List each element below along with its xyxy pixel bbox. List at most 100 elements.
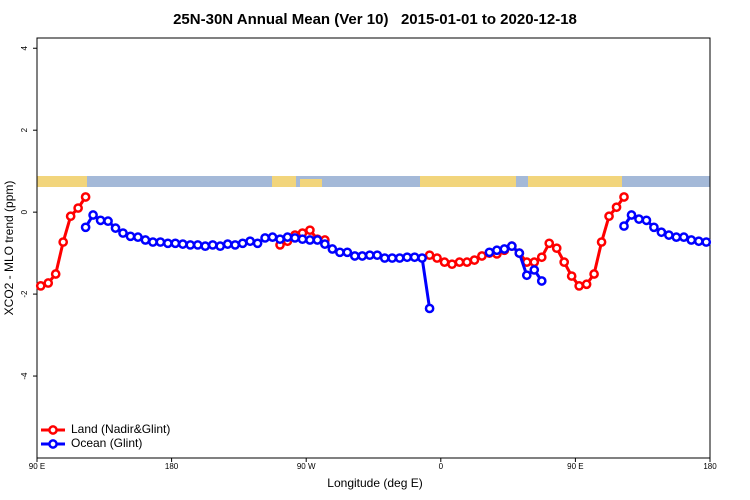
plot-frame xyxy=(36,37,711,459)
point xyxy=(110,223,121,233)
point xyxy=(35,281,46,291)
point xyxy=(260,233,270,243)
y-tick-label: -4 xyxy=(20,372,29,380)
point xyxy=(252,238,263,249)
chart-title: 25N-30N Annual Mean (Ver 10) 2015-01-01 … xyxy=(173,11,577,28)
point xyxy=(342,247,353,258)
point xyxy=(177,239,188,249)
point xyxy=(536,276,547,286)
point xyxy=(566,271,577,281)
point xyxy=(95,215,106,226)
point xyxy=(701,237,712,247)
point xyxy=(364,250,375,261)
point xyxy=(282,232,293,242)
x-axis-title: Longitude (deg E) xyxy=(327,476,422,490)
point xyxy=(290,233,300,243)
x-tick-label: 0 xyxy=(439,462,444,471)
point xyxy=(170,238,181,249)
point xyxy=(230,240,241,250)
point xyxy=(447,259,457,270)
point xyxy=(267,232,278,242)
point xyxy=(589,269,599,279)
point xyxy=(469,255,480,265)
point xyxy=(379,253,390,263)
point xyxy=(305,225,315,236)
point xyxy=(484,247,495,258)
point xyxy=(65,211,76,222)
point xyxy=(559,257,570,267)
point xyxy=(432,253,442,263)
point xyxy=(477,251,487,261)
y-tick-label: 4 xyxy=(20,45,29,50)
point xyxy=(424,250,435,261)
point xyxy=(492,245,502,256)
point xyxy=(192,240,203,250)
point xyxy=(215,241,226,252)
point xyxy=(678,232,689,242)
legend-marker xyxy=(48,425,58,435)
point xyxy=(544,238,555,249)
point xyxy=(200,241,211,252)
point xyxy=(529,265,540,275)
point xyxy=(133,232,143,242)
legend-label: Ocean (Glint) xyxy=(71,436,142,450)
point xyxy=(275,234,285,245)
point xyxy=(596,237,607,247)
point xyxy=(394,253,405,263)
point xyxy=(634,214,644,224)
point xyxy=(656,227,667,238)
point xyxy=(103,216,113,227)
point xyxy=(312,235,323,245)
point xyxy=(626,210,637,220)
point xyxy=(574,281,584,291)
point xyxy=(693,236,704,247)
point xyxy=(439,257,450,267)
point xyxy=(402,252,412,263)
point xyxy=(604,211,614,222)
point xyxy=(521,270,532,281)
point xyxy=(140,235,151,245)
y-tick-label: 0 xyxy=(20,209,29,214)
legend-label: Land (Nadir&Glint) xyxy=(71,422,170,436)
point xyxy=(387,253,398,263)
point xyxy=(499,244,510,254)
land-ocean-strip xyxy=(37,176,710,187)
point xyxy=(529,257,540,267)
point xyxy=(245,236,255,247)
point xyxy=(686,235,697,245)
point xyxy=(237,238,248,249)
point xyxy=(372,250,383,261)
point xyxy=(506,241,517,252)
point xyxy=(357,251,368,261)
point xyxy=(335,247,345,258)
point xyxy=(619,192,629,202)
series-line xyxy=(84,212,707,309)
x-tick-label: 180 xyxy=(165,462,179,471)
point xyxy=(454,257,465,267)
point xyxy=(649,222,659,233)
y-tick-label: 2 xyxy=(20,127,29,132)
x-tick-label: 90 E xyxy=(29,462,45,471)
point xyxy=(88,210,98,220)
point xyxy=(185,240,196,250)
point xyxy=(320,239,330,249)
point xyxy=(155,237,166,247)
point xyxy=(611,202,622,213)
point xyxy=(58,237,69,247)
point xyxy=(80,192,91,202)
legend-marker xyxy=(48,439,58,449)
x-tick-label: 90 E xyxy=(567,462,583,471)
point xyxy=(536,252,547,263)
point xyxy=(125,231,136,242)
point xyxy=(664,230,674,240)
point xyxy=(462,257,472,267)
x-tick-label: 90 W xyxy=(297,462,316,471)
point xyxy=(581,279,592,290)
point xyxy=(207,240,218,250)
point xyxy=(619,221,629,231)
point xyxy=(148,237,158,247)
point xyxy=(118,228,128,238)
point xyxy=(43,278,54,288)
point xyxy=(349,251,360,261)
